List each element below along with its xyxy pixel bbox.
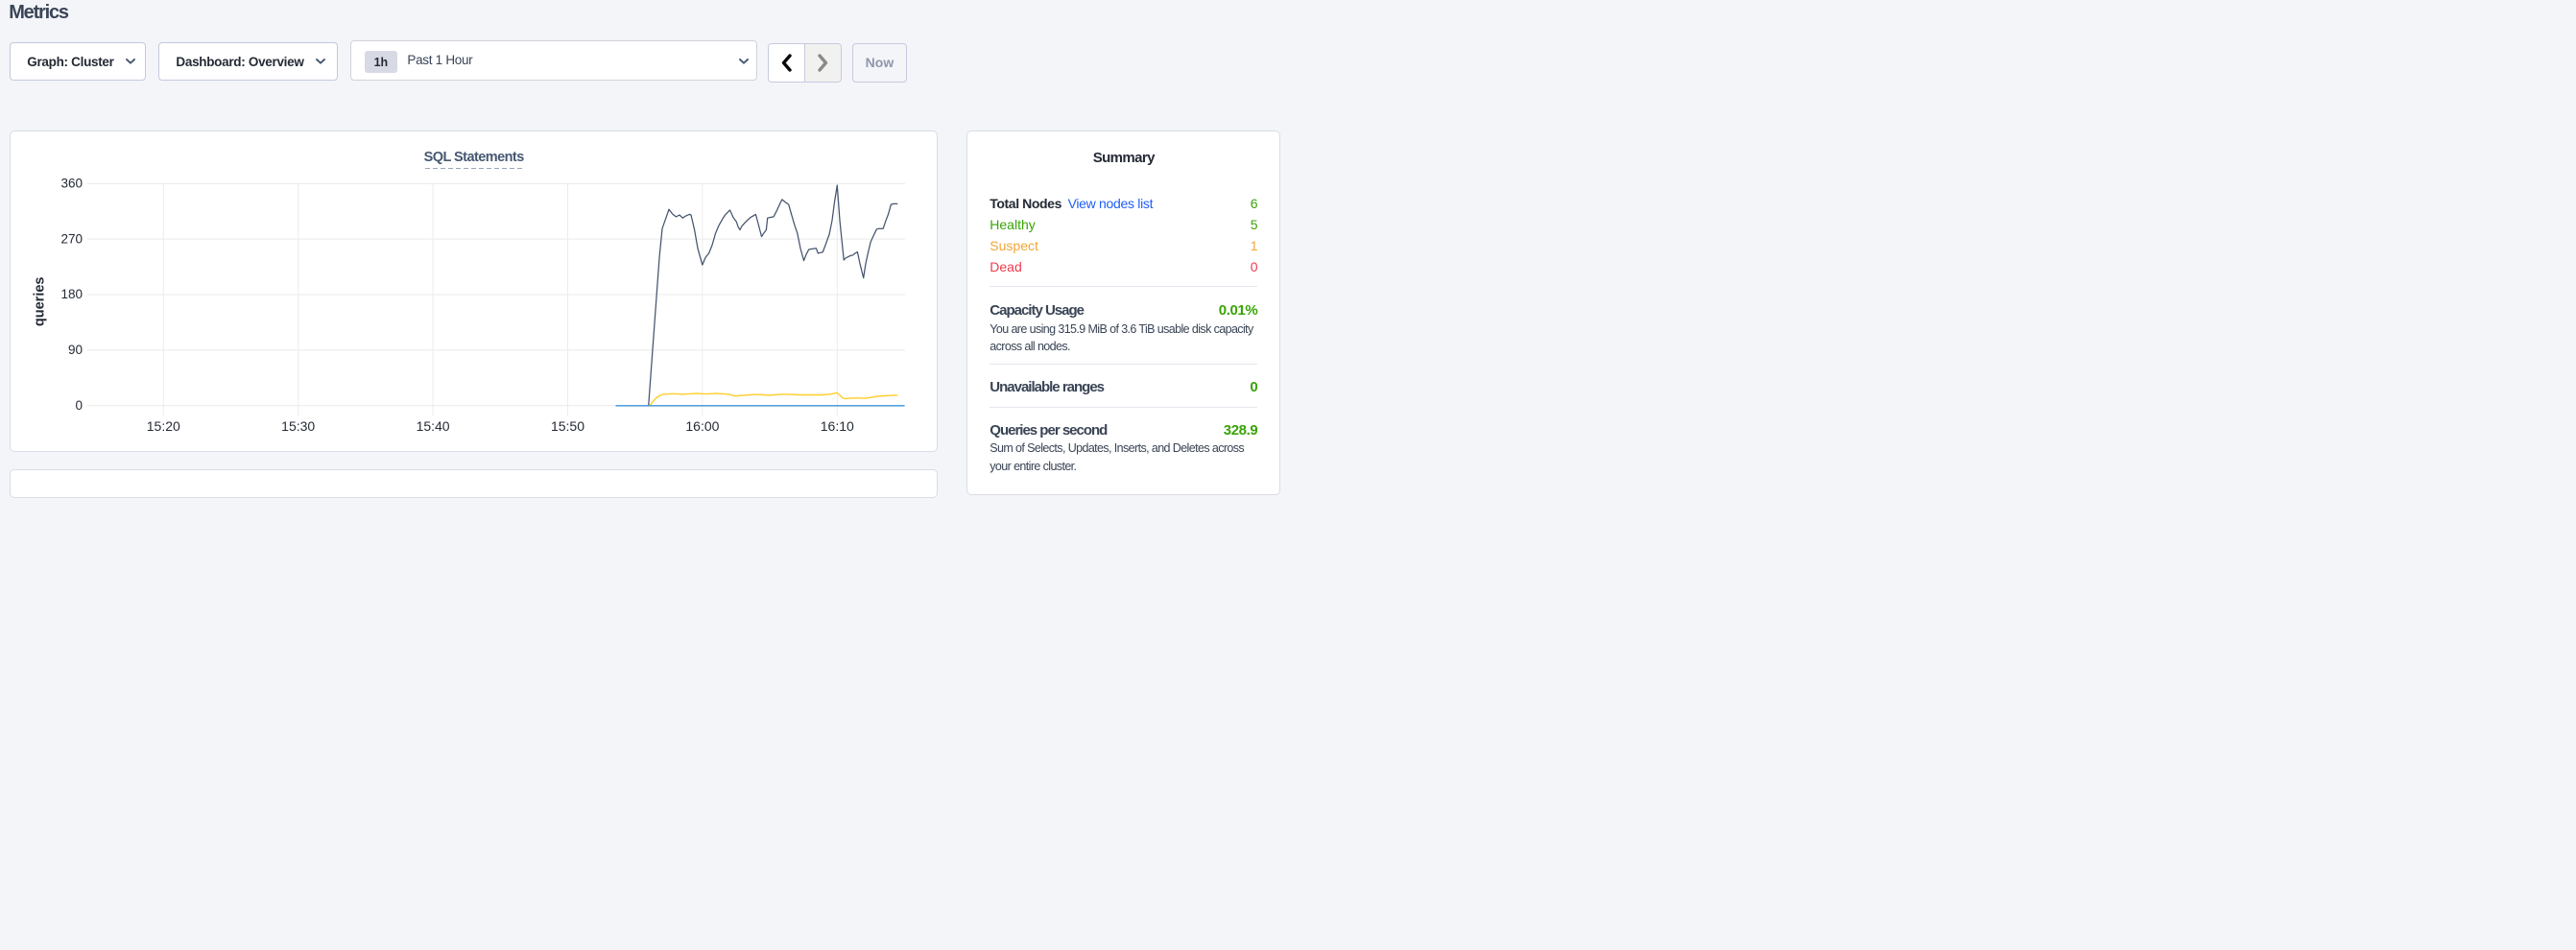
svg-text:180: 180	[60, 287, 83, 301]
svg-text:queries: queries	[32, 277, 47, 327]
svg-text:15:40: 15:40	[417, 418, 450, 434]
svg-text:360: 360	[60, 177, 83, 191]
svg-text:15:50: 15:50	[551, 418, 584, 434]
svg-text:15:20: 15:20	[147, 418, 180, 434]
svg-text:0: 0	[75, 398, 83, 413]
svg-text:16:10: 16:10	[821, 418, 854, 434]
svg-text:15:30: 15:30	[281, 418, 315, 434]
svg-text:16:00: 16:00	[685, 418, 719, 434]
svg-text:90: 90	[68, 343, 83, 357]
svg-text:270: 270	[60, 232, 83, 247]
